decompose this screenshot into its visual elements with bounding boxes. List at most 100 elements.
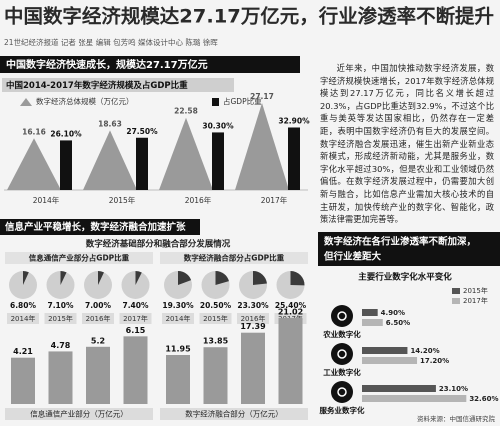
- icon-detail: [337, 387, 347, 397]
- triangle: [83, 130, 137, 190]
- value-label: 18.63: [98, 119, 122, 128]
- value-label: 17.39: [240, 322, 266, 331]
- banner: 数字经济在各行业渗透率不断加深，: [323, 236, 476, 248]
- icon-detail: [337, 349, 347, 359]
- value-label: 32.60%: [469, 395, 498, 403]
- legend-label: 占GDP比重: [223, 96, 262, 106]
- x-tick-label: 2015年: [109, 195, 136, 205]
- pie-slice: [290, 271, 305, 286]
- bar: [362, 385, 436, 392]
- value-label: 25.40%: [275, 301, 307, 310]
- bar: [241, 332, 265, 404]
- chart-title-bg: [2, 78, 234, 92]
- category-label: 农业数字化: [322, 329, 361, 339]
- tick-bg: [82, 313, 114, 324]
- pie-slice: [60, 271, 67, 285]
- chart-title: 信息通信产业部分（万亿元）: [30, 409, 128, 419]
- title: 中国数字经济规模达27.17万亿元，行业渗透率不断提升: [4, 5, 494, 28]
- bar: [11, 357, 35, 404]
- bar: [123, 336, 148, 404]
- triangle: [235, 103, 289, 190]
- value-label: 32.90%: [278, 116, 310, 125]
- value-label: 20.50%: [200, 301, 232, 310]
- banner-bg: [318, 232, 500, 266]
- value-label: 11.95: [165, 345, 191, 354]
- bar: [362, 319, 383, 326]
- value-label: 6.50%: [386, 319, 410, 327]
- pie-slice: [23, 271, 29, 285]
- value-label: 16.16: [22, 127, 46, 136]
- value-label: 19.30%: [162, 301, 194, 310]
- banner: 中国数字经济快速成长，规模达27.17万亿元: [6, 58, 208, 71]
- value-label: 6.80%: [10, 301, 37, 310]
- bar: [136, 137, 148, 190]
- article: 近年来，中国加快推动数字经济发展，数字经济规模快速增长，2017年数字经济总体规…: [320, 63, 494, 225]
- value-label: 5.2: [91, 336, 105, 345]
- bar: [362, 347, 408, 354]
- icon-detail: [337, 311, 347, 321]
- value-label: 21.02: [278, 307, 303, 316]
- pie-slice: [98, 271, 104, 285]
- value-label: 17.20%: [420, 357, 449, 365]
- tick-bg: [44, 313, 77, 324]
- chart-title: 数字经济融合部分（万亿元）: [185, 409, 283, 419]
- bar: [166, 355, 190, 404]
- legend-swatch: [452, 298, 460, 304]
- pie-slice: [253, 271, 267, 285]
- category-label: 工业数字化: [323, 367, 361, 377]
- icon: [331, 305, 353, 327]
- value-label: 30.30%: [202, 121, 234, 130]
- banner-bg: [0, 56, 300, 73]
- byline: 21世纪经济报道 记者 张星 编辑 包芳鸣 媒体设计中心 陈璐 徐晖: [4, 37, 218, 47]
- tick-bg: [162, 313, 194, 324]
- value-label: 14.20%: [410, 347, 439, 355]
- value-label: 27.50%: [126, 127, 158, 136]
- pie-slice: [178, 271, 192, 285]
- banner: 但行业差距大: [323, 251, 382, 263]
- value-label: 22.58: [174, 107, 198, 116]
- chart-title-bg: [5, 252, 153, 264]
- subtitle: 数字经济基础部分和融合部分发展情况: [86, 239, 231, 250]
- x-tick-label: 2015年: [203, 314, 228, 323]
- bar: [362, 357, 418, 364]
- legend-label: 2017年: [463, 296, 488, 305]
- icon: [331, 381, 353, 403]
- x-tick-label: 2014年: [33, 195, 60, 205]
- pie-slice: [135, 271, 142, 285]
- legend-swatch: [212, 98, 219, 106]
- bar: [278, 317, 303, 404]
- banner-bg: [0, 219, 200, 235]
- chart-title-bg: [160, 408, 308, 420]
- legend-label: 数字经济总体规模（万亿元）: [36, 96, 134, 106]
- x-tick-label: 2016年: [86, 314, 111, 323]
- category-label: 服务业数字化: [320, 405, 365, 415]
- value-label: 4.90%: [381, 309, 405, 317]
- banner: 信息产业平稳增长，数字经济融合加速扩张: [5, 221, 186, 233]
- value-label: 13.85: [203, 337, 229, 346]
- source: 资料来源：中国信通研究院: [417, 414, 496, 423]
- x-tick-label: 2014年: [166, 314, 191, 323]
- bar: [203, 347, 228, 404]
- bar: [48, 351, 73, 404]
- bar: [212, 132, 224, 190]
- value-label: 4.21: [13, 347, 33, 356]
- chart-title: 中国2014-2017年数字经济规模及占GDP比重: [6, 80, 188, 91]
- tick-bg: [237, 313, 269, 324]
- legend-label: 2015年: [463, 286, 488, 295]
- bar: [362, 395, 467, 402]
- chart-title: 信息通信产业部分占GDP比重: [29, 253, 130, 263]
- legend-swatch: [452, 288, 460, 294]
- legend-swatch: [20, 98, 32, 106]
- bar: [86, 346, 110, 404]
- triangle: [159, 117, 213, 190]
- icon: [331, 343, 353, 365]
- chart-title-bg: [160, 252, 308, 264]
- value-label: 26.10%: [50, 129, 82, 138]
- x-tick-label: 2017年: [261, 195, 288, 205]
- chart-title: 主要行业数字化水平变化: [358, 272, 452, 283]
- x-tick-label: 2016年: [185, 195, 212, 205]
- chart-title: 数字经济融合部分占GDP比重: [184, 253, 285, 263]
- bar: [60, 140, 72, 190]
